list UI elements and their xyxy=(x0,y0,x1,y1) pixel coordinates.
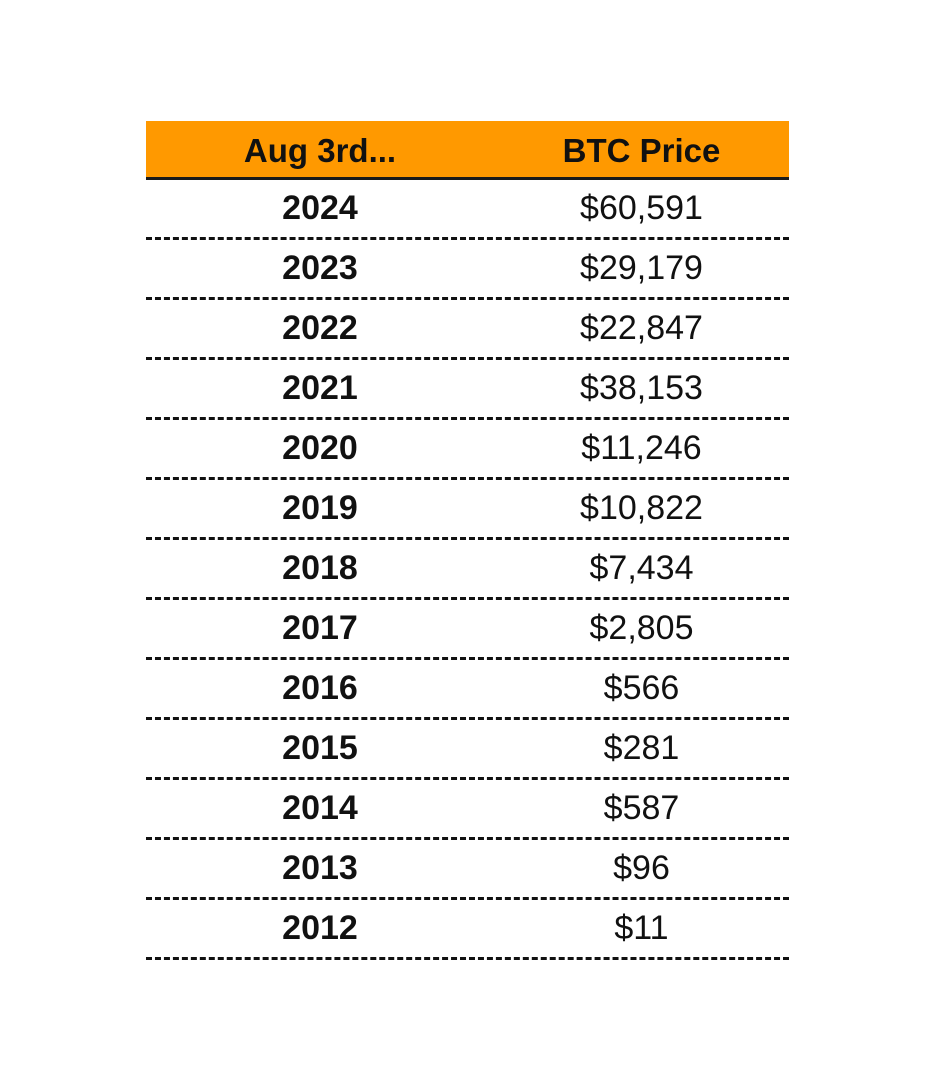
table-row: 2019 $10,822 xyxy=(146,480,789,540)
price-cell: $281 xyxy=(603,729,680,767)
price-cell: $11,246 xyxy=(581,429,702,467)
year-cell: 2013 xyxy=(282,849,358,887)
year-cell: 2022 xyxy=(282,309,358,347)
table-row: 2021 $38,153 xyxy=(146,360,789,420)
table-row: 2020 $11,246 xyxy=(146,420,789,480)
year-cell: 2023 xyxy=(282,249,358,287)
year-cell: 2020 xyxy=(282,429,358,467)
price-cell: $587 xyxy=(603,789,680,827)
year-cell: 2024 xyxy=(282,189,358,227)
year-cell: 2021 xyxy=(282,369,358,407)
table-body: 2024 $60,591 2023 $29,179 2022 $22,847 2021 $38… xyxy=(146,180,789,960)
table-row: 2013 $96 xyxy=(146,840,789,900)
table-row: 2024 $60,591 xyxy=(146,180,789,240)
price-cell: $11 xyxy=(614,909,669,947)
price-cell: $2,805 xyxy=(589,609,694,647)
price-cell: $38,153 xyxy=(580,369,703,407)
year-cell: 2016 xyxy=(282,669,358,707)
price-cell: $60,591 xyxy=(580,189,703,227)
table-row: 2014 $587 xyxy=(146,780,789,840)
price-cell: $96 xyxy=(613,849,670,887)
column-header-date: Aug 3rd... xyxy=(243,132,397,169)
year-cell: 2018 xyxy=(282,549,358,587)
year-cell: 2012 xyxy=(282,909,358,947)
price-cell: $22,847 xyxy=(580,309,703,347)
table-row: 2016 $566 xyxy=(146,660,789,720)
price-cell: $7,434 xyxy=(589,549,694,587)
table-row: 2022 $22,847 xyxy=(146,300,789,360)
year-cell: 2015 xyxy=(282,729,358,767)
table-row: 2015 $281 xyxy=(146,720,789,780)
table-row: 2018 $7,434 xyxy=(146,540,789,600)
table-row: 2023 $29,179 xyxy=(146,240,789,300)
table-header: Aug 3rd... BTC Price xyxy=(146,121,789,180)
year-cell: 2019 xyxy=(282,489,358,527)
price-cell: $10,822 xyxy=(580,489,703,527)
price-cell: $566 xyxy=(603,669,680,707)
year-cell: 2017 xyxy=(282,609,358,647)
price-cell: $29,179 xyxy=(580,249,703,287)
table-row: 2012 $11 xyxy=(146,900,789,960)
column-header-price: BTC Price xyxy=(562,132,721,169)
btc-price-table: Aug 3rd... BTC Price 2024 $60,591 2023 $29,… xyxy=(146,121,789,960)
year-cell: 2014 xyxy=(282,789,358,827)
table-row: 2017 $2,805 xyxy=(146,600,789,660)
